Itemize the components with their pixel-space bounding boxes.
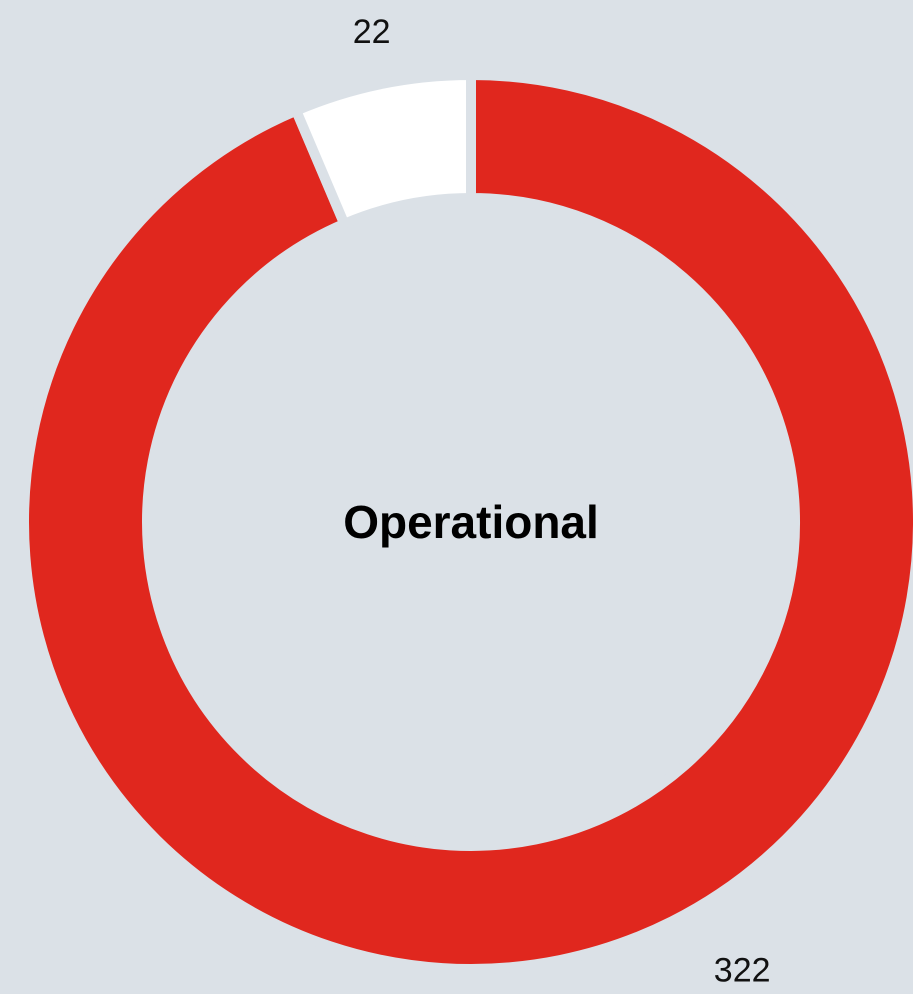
donut-segment xyxy=(289,69,476,231)
donut-segment xyxy=(19,69,913,974)
center-label: Operational xyxy=(343,496,599,548)
segments xyxy=(19,69,913,974)
value-label: 22 xyxy=(353,13,391,51)
value-label: 322 xyxy=(714,952,771,990)
